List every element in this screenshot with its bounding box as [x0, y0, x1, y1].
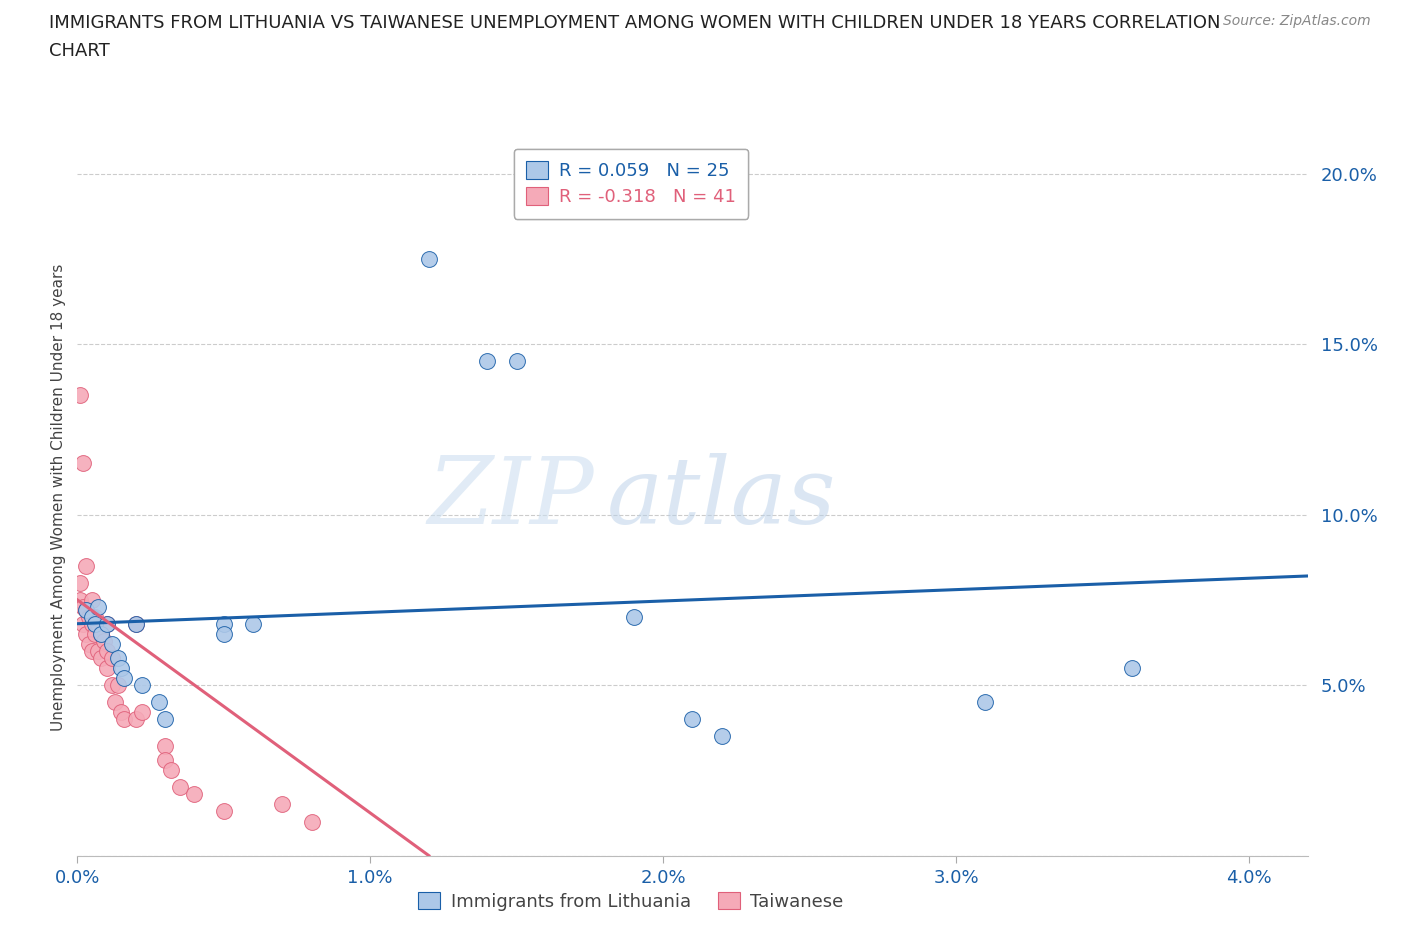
- Text: IMMIGRANTS FROM LITHUANIA VS TAIWANESE UNEMPLOYMENT AMONG WOMEN WITH CHILDREN UN: IMMIGRANTS FROM LITHUANIA VS TAIWANESE U…: [49, 14, 1220, 32]
- Point: [72, 617, 94, 631]
- Point: [125, 617, 148, 631]
- Point: [1121, 660, 1143, 675]
- Point: [212, 627, 235, 642]
- Point: [75, 627, 97, 642]
- Point: [72, 599, 94, 614]
- Point: [131, 678, 153, 693]
- Point: [90, 627, 112, 642]
- Point: [84, 627, 107, 642]
- Point: [90, 650, 112, 665]
- Point: [153, 711, 177, 726]
- Point: [212, 617, 235, 631]
- Point: [69, 576, 91, 591]
- Text: atlas: atlas: [606, 453, 835, 542]
- Point: [301, 814, 323, 829]
- Point: [104, 695, 127, 710]
- Point: [183, 787, 205, 802]
- Legend: Immigrants from Lithuania, Taiwanese: Immigrants from Lithuania, Taiwanese: [411, 885, 851, 918]
- Y-axis label: Unemployment Among Women with Children Under 18 years: Unemployment Among Women with Children U…: [51, 264, 66, 731]
- Text: Source: ZipAtlas.com: Source: ZipAtlas.com: [1223, 14, 1371, 28]
- Point: [93, 633, 115, 648]
- Point: [84, 617, 107, 631]
- Point: [77, 609, 100, 624]
- Point: [125, 617, 148, 631]
- Point: [96, 617, 118, 631]
- Point: [96, 660, 118, 675]
- Point: [974, 695, 997, 710]
- Point: [169, 780, 191, 795]
- Point: [107, 678, 129, 693]
- Point: [148, 695, 170, 710]
- Point: [80, 592, 103, 607]
- Point: [110, 705, 132, 720]
- Point: [80, 644, 103, 658]
- Point: [153, 739, 177, 754]
- Point: [101, 678, 124, 693]
- Point: [75, 603, 97, 618]
- Point: [75, 603, 97, 618]
- Point: [87, 599, 110, 614]
- Point: [80, 617, 103, 631]
- Point: [242, 617, 264, 631]
- Point: [96, 617, 118, 631]
- Point: [75, 558, 97, 573]
- Point: [506, 353, 529, 368]
- Point: [271, 797, 294, 812]
- Point: [125, 711, 148, 726]
- Point: [418, 251, 440, 266]
- Point: [84, 609, 107, 624]
- Text: CHART: CHART: [49, 42, 110, 60]
- Text: ZIP: ZIP: [427, 453, 595, 542]
- Point: [477, 353, 499, 368]
- Point: [112, 711, 135, 726]
- Point: [101, 650, 124, 665]
- Point: [110, 660, 132, 675]
- Point: [87, 644, 110, 658]
- Point: [101, 637, 124, 652]
- Point: [72, 456, 94, 471]
- Point: [710, 729, 733, 744]
- Point: [682, 711, 704, 726]
- Point: [153, 752, 177, 767]
- Point: [131, 705, 153, 720]
- Point: [77, 637, 100, 652]
- Point: [80, 609, 103, 624]
- Point: [69, 592, 91, 607]
- Point: [623, 609, 645, 624]
- Point: [96, 644, 118, 658]
- Point: [90, 627, 112, 642]
- Point: [112, 671, 135, 685]
- Point: [87, 617, 110, 631]
- Point: [212, 804, 235, 818]
- Point: [69, 388, 91, 403]
- Point: [107, 650, 129, 665]
- Point: [160, 763, 183, 777]
